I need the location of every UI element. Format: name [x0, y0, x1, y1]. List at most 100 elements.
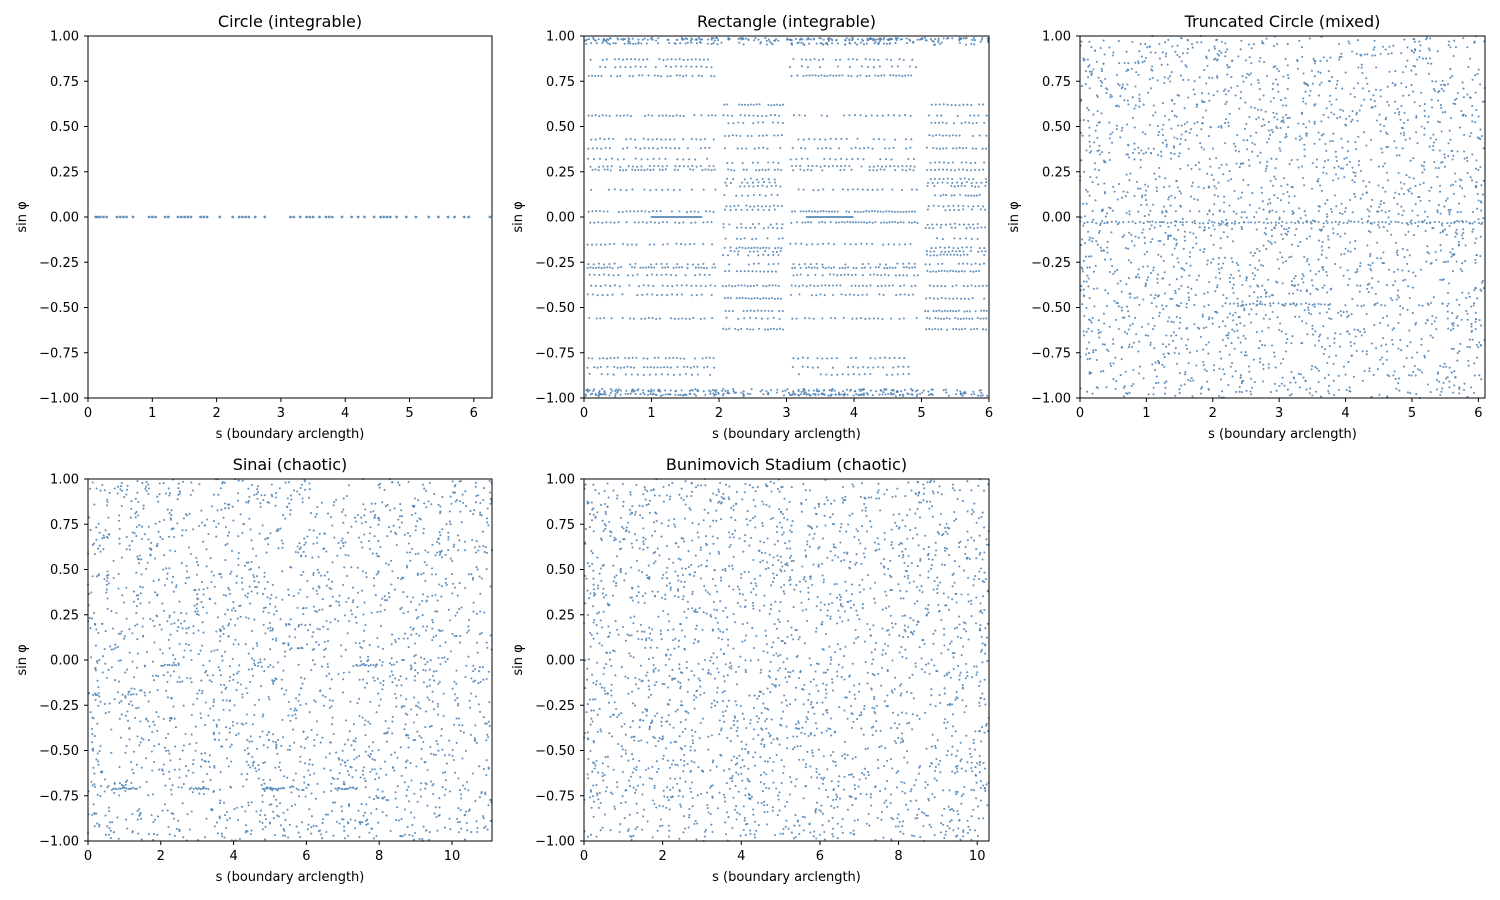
data-point: [1210, 261, 1213, 264]
data-point: [837, 147, 840, 150]
data-point: [831, 366, 835, 369]
data-point: [688, 158, 691, 161]
data-point: [930, 388, 933, 391]
data-point: [1377, 184, 1380, 187]
data-point: [1161, 210, 1164, 213]
data-point: [1443, 205, 1446, 208]
data-point: [773, 208, 776, 211]
x-tick-label: 6: [470, 406, 478, 421]
data-point: [1330, 221, 1333, 224]
data-point: [1154, 369, 1157, 372]
data-point: [1471, 105, 1474, 108]
data-point: [1369, 267, 1372, 271]
data-point: [756, 246, 759, 249]
data-point: [1347, 283, 1350, 286]
data-point: [1396, 268, 1400, 271]
data-point: [833, 389, 836, 392]
data-point: [1157, 253, 1160, 256]
data-point: [885, 58, 888, 61]
data-point: [825, 147, 828, 150]
data-point: [946, 310, 949, 313]
data-point: [1121, 86, 1124, 89]
data-point: [1466, 318, 1469, 321]
data-point: [792, 114, 795, 117]
data-point: [1181, 221, 1184, 224]
data-point: [1362, 131, 1366, 134]
data-point: [1143, 253, 1146, 256]
data-point: [740, 181, 743, 184]
data-point: [821, 357, 824, 360]
data-point: [1335, 155, 1338, 158]
data-point: [1322, 113, 1325, 116]
data-point: [1369, 255, 1372, 258]
data-point: [1461, 237, 1464, 240]
data-point: [836, 373, 839, 376]
data-point: [1353, 247, 1357, 250]
data-point: [649, 37, 653, 40]
data-point: [1170, 334, 1173, 337]
data-point: [1163, 81, 1166, 84]
data-point: [1409, 187, 1412, 190]
data-point: [1236, 84, 1239, 88]
data-point: [1425, 38, 1428, 41]
data-point: [982, 205, 985, 208]
data-point: [1288, 394, 1291, 397]
data-point: [1200, 92, 1204, 95]
data-point: [1446, 376, 1449, 379]
data-point: [835, 165, 839, 168]
data-point: [1236, 264, 1239, 267]
data-point: [1429, 57, 1432, 60]
data-point: [863, 266, 866, 269]
data-point: [1179, 137, 1182, 141]
data-point: [768, 208, 771, 212]
data-point: [1285, 221, 1288, 224]
data-point: [845, 158, 848, 161]
data-point: [628, 38, 631, 41]
data-point: [741, 246, 744, 249]
data-point: [700, 266, 703, 269]
data-point: [1097, 319, 1100, 322]
data-point: [1453, 370, 1456, 373]
data-point: [1086, 58, 1089, 61]
data-point: [1462, 232, 1465, 235]
data-point: [1187, 164, 1190, 167]
data-point: [896, 390, 899, 393]
data-point: [915, 188, 918, 191]
data-point: [1149, 343, 1152, 347]
data-point: [1287, 226, 1291, 229]
data-point: [1443, 165, 1447, 168]
data-point: [1362, 304, 1365, 307]
data-point: [1473, 374, 1476, 377]
data-point: [753, 310, 756, 313]
data-point: [710, 169, 713, 172]
data-point: [1410, 192, 1413, 195]
data-point: [587, 38, 590, 41]
data-point: [1359, 265, 1362, 268]
data-point: [821, 169, 824, 172]
data-point: [1082, 294, 1085, 297]
data-point: [1199, 248, 1202, 251]
data-point: [1231, 328, 1234, 331]
data-point: [1338, 345, 1342, 348]
data-point: [1171, 110, 1174, 113]
data-point: [1425, 260, 1428, 263]
data-point: [131, 215, 135, 219]
data-point: [614, 392, 617, 396]
data-point: [1128, 292, 1131, 295]
data-point: [1155, 190, 1158, 193]
data-point: [1200, 146, 1203, 149]
data-point: [613, 365, 616, 368]
data-point: [974, 161, 977, 164]
data-point: [1214, 290, 1217, 293]
data-point: [1313, 104, 1316, 107]
data-point: [1447, 44, 1450, 47]
data-point: [611, 293, 614, 296]
data-point: [962, 208, 965, 211]
data-point: [1302, 176, 1305, 180]
data-point: [1302, 376, 1305, 379]
data-point: [1419, 183, 1422, 186]
data-point: [767, 309, 770, 312]
data-point: [1257, 81, 1260, 84]
data-point: [953, 237, 956, 240]
data-point: [950, 104, 953, 107]
